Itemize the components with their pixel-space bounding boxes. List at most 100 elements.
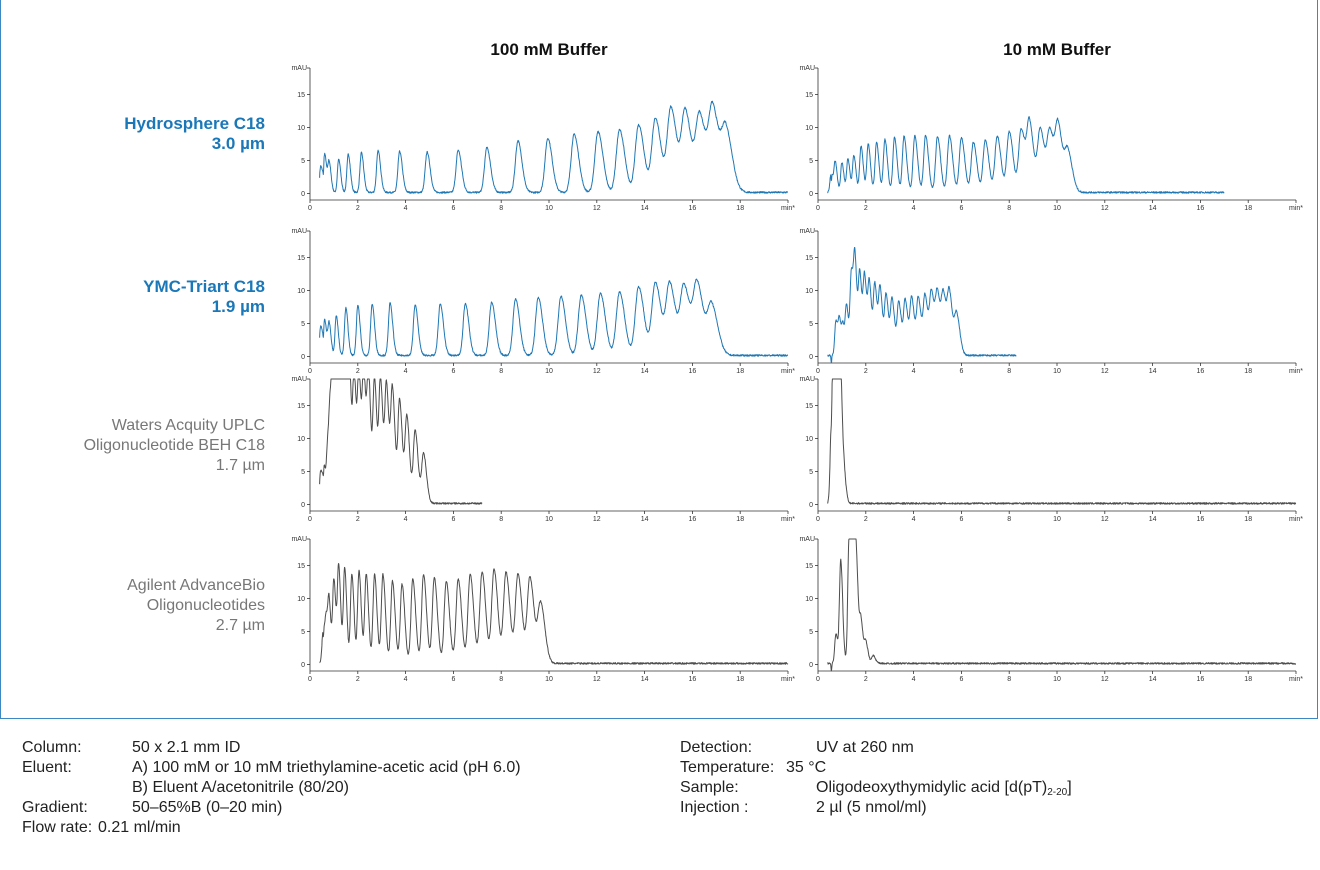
condition-value: Oligodeoxythymidylic acid [d(pT) — [816, 779, 1048, 796]
x-tick-label: 0 — [816, 676, 820, 683]
x-axis-label: min* — [1289, 516, 1303, 523]
y-tick-label: 10 — [805, 436, 813, 443]
x-tick-label: 8 — [499, 516, 503, 523]
condition-tail: ] — [1067, 779, 1072, 796]
y-tick-label: 0 — [301, 502, 305, 509]
y-tick-label: 5 — [809, 629, 813, 636]
x-tick-label: 2 — [356, 205, 360, 212]
y-tick-label: 5 — [301, 321, 305, 328]
x-tick-label: 8 — [499, 205, 503, 212]
row-label: 1.7 µm — [216, 457, 265, 474]
x-tick-label: 6 — [959, 516, 963, 523]
condition-key: Flow rate: — [22, 819, 93, 836]
x-tick-label: 12 — [593, 205, 601, 212]
x-axis-label: min* — [1289, 205, 1303, 212]
y-tick-label: 5 — [809, 321, 813, 328]
x-tick-label: 14 — [1149, 676, 1157, 683]
chromatogram-trace — [319, 100, 789, 194]
condition-key: Detection: — [680, 739, 753, 756]
condition-value: 50 x 2.1 mm ID — [132, 739, 241, 756]
chromatogram-trace — [319, 278, 789, 357]
condition-value: 35 °C — [786, 759, 827, 776]
x-tick-label: 2 — [356, 676, 360, 683]
x-tick-label: 8 — [499, 676, 503, 683]
conditions-panel: Column: 50 x 2.1 mm ID Eluent: A) 100 mM o… — [0, 720, 1320, 870]
x-tick-label: 10 — [1053, 676, 1061, 683]
condition-key: Eluent: — [22, 759, 72, 776]
y-tick-label: 10 — [805, 596, 813, 603]
x-tick-label: 4 — [912, 205, 916, 212]
chromatogram-panel: mAU 0 5 10 15 0 2 4 6 8 10 12 14 16 18 min* — [291, 536, 795, 683]
x-tick-label: 10 — [1053, 516, 1061, 523]
x-tick-label: 14 — [641, 516, 649, 523]
chromatogram-panel: mAU 0 5 10 15 0 2 4 6 8 10 12 14 16 18 min* — [799, 65, 1303, 212]
x-tick-label: 16 — [1197, 516, 1205, 523]
y-tick-label: 5 — [809, 469, 813, 476]
y-axis-label: mAU — [291, 228, 307, 235]
x-tick-label: 0 — [308, 516, 312, 523]
y-tick-label: 10 — [297, 436, 305, 443]
condition-value: UV at 260 nm — [816, 739, 914, 756]
condition-flow-rate: Flow rate: 0.21 ml/min — [22, 818, 181, 838]
y-tick-label: 15 — [805, 255, 813, 262]
y-tick-label: 5 — [301, 158, 305, 165]
x-tick-label: 8 — [499, 368, 503, 375]
y-axis-label: mAU — [291, 65, 307, 72]
x-tick-label: 18 — [1244, 368, 1252, 375]
y-tick-label: 10 — [297, 125, 305, 132]
x-tick-label: 10 — [545, 676, 553, 683]
chromatogram-grid: 100 mM Buffer 10 mM Buffer Hydrosphere C18… — [84, 40, 1304, 683]
y-tick-label: 5 — [301, 469, 305, 476]
condition-value: A) 100 mM or 10 mM triethylamine-acetic … — [132, 759, 521, 776]
condition-eluent-b: B) Eluent A/acetonitrile (80/20) — [22, 778, 349, 798]
x-tick-label: 8 — [1007, 368, 1011, 375]
condition-sample: Sample: Oligodeoxythymidylic acid [d(pT)2… — [680, 778, 1072, 803]
figure-border — [0, 0, 1318, 719]
x-tick-label: 10 — [545, 368, 553, 375]
x-tick-label: 16 — [1197, 205, 1205, 212]
x-tick-label: 14 — [1149, 516, 1157, 523]
x-tick-label: 8 — [1007, 516, 1011, 523]
chromatogram-panel: mAU 0 5 10 15 0 2 4 6 8 10 12 14 16 18 min* — [799, 536, 1303, 683]
chromatogram-panel: mAU 0 5 10 15 0 2 4 6 8 10 12 14 16 18 min* — [799, 376, 1303, 523]
row-label: Oligonucleotide BEH C18 — [84, 437, 266, 454]
condition-temperature: Temperature: 35 °C — [680, 758, 826, 778]
x-tick-label: 14 — [1149, 368, 1157, 375]
y-tick-label: 10 — [805, 288, 813, 295]
x-tick-label: 6 — [451, 676, 455, 683]
chromatogram-trace — [827, 116, 1225, 194]
x-axis-label: min* — [781, 516, 795, 523]
condition-key: Column: — [22, 739, 82, 756]
row-label: 1.9 µm — [212, 297, 265, 316]
x-tick-label: 2 — [864, 368, 868, 375]
y-tick-label: 10 — [297, 596, 305, 603]
x-tick-label: 12 — [1101, 205, 1109, 212]
condition-key: Temperature: — [680, 759, 775, 776]
condition-injection: Injection : 2 µl (5 nmol/ml) — [680, 798, 927, 818]
y-tick-label: 10 — [297, 288, 305, 295]
x-tick-label: 4 — [404, 368, 408, 375]
y-tick-label: 0 — [809, 502, 813, 509]
x-tick-label: 16 — [689, 205, 697, 212]
x-tick-label: 18 — [1244, 516, 1252, 523]
x-tick-label: 16 — [1197, 368, 1205, 375]
chromatogram-panel: mAU 0 5 10 15 0 2 4 6 8 10 12 14 16 18 min* — [799, 228, 1303, 375]
condition-value: 2 µl (5 nmol/ml) — [816, 799, 927, 816]
x-tick-label: 4 — [404, 516, 408, 523]
x-tick-label: 14 — [641, 676, 649, 683]
y-axis-label: mAU — [799, 536, 815, 543]
y-tick-label: 0 — [301, 662, 305, 669]
x-tick-label: 8 — [1007, 205, 1011, 212]
x-tick-label: 14 — [1149, 205, 1157, 212]
row-label: Oligonucleotides — [147, 597, 265, 614]
y-tick-label: 15 — [805, 563, 813, 570]
x-tick-label: 4 — [912, 516, 916, 523]
y-axis-label: mAU — [799, 376, 815, 383]
x-tick-label: 0 — [308, 368, 312, 375]
x-tick-label: 12 — [593, 676, 601, 683]
x-tick-label: 18 — [736, 676, 744, 683]
y-tick-label: 0 — [809, 354, 813, 361]
x-tick-label: 6 — [451, 205, 455, 212]
x-tick-label: 16 — [1197, 676, 1205, 683]
